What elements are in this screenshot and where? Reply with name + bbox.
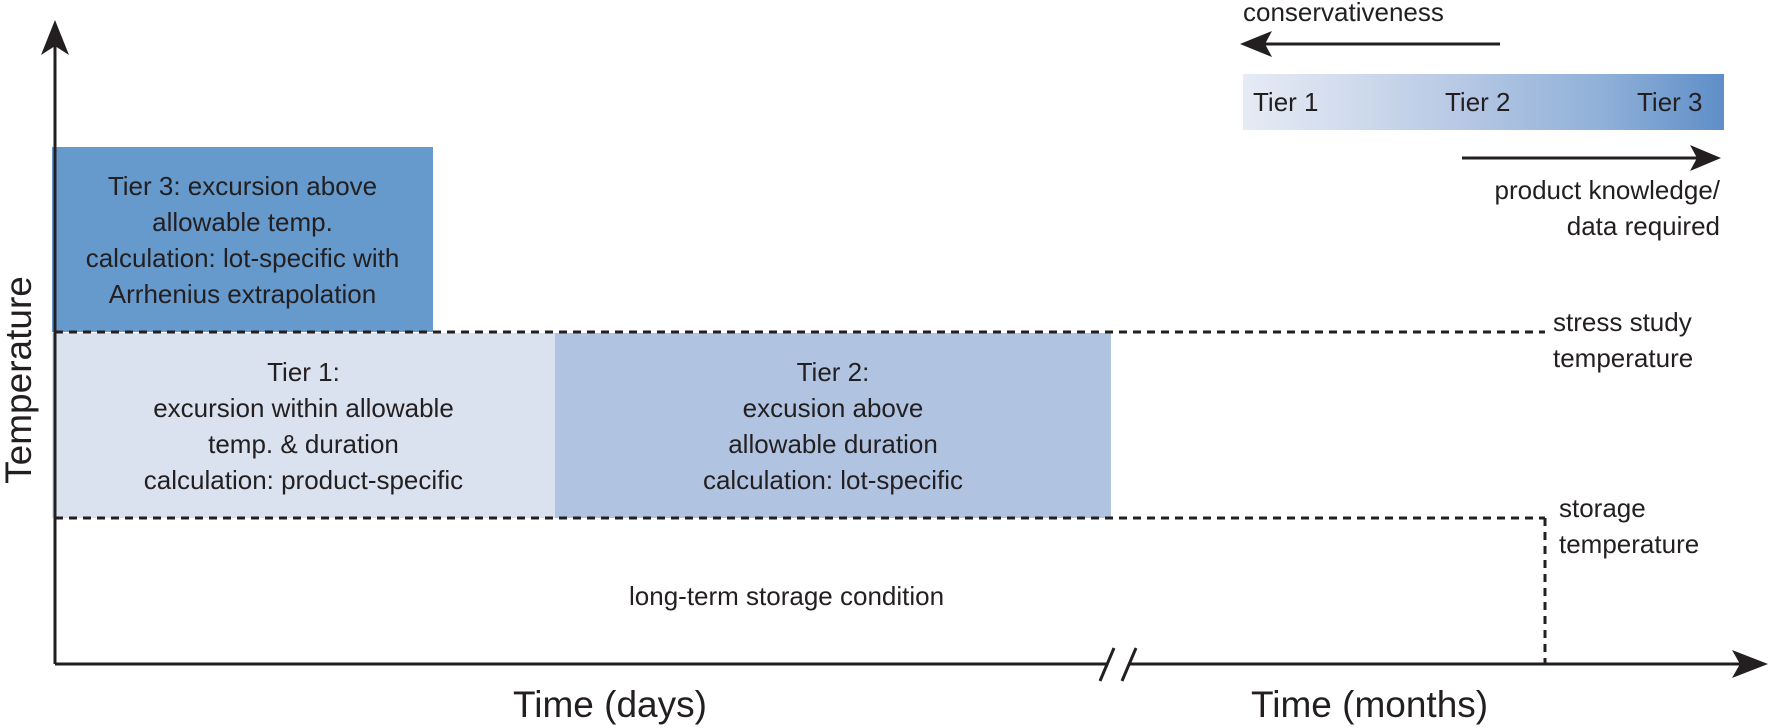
tier3-box: Tier 3: excursion above allowable temp. … [52, 147, 433, 332]
stress-temperature-label-line1: stress study [1553, 307, 1692, 337]
tier-gradient-bar [1243, 74, 1724, 130]
tier1-line-4: calculation: product-specific [143, 464, 464, 495]
tier2-line-1: Tier 2: [796, 356, 870, 387]
long-term-storage-label: long-term storage condition [629, 581, 945, 611]
tier3-line-3: calculation: lot-specific with [85, 242, 400, 273]
conservativeness-label: conservativeness [1243, 0, 1444, 27]
x-axis-arrowhead [1732, 650, 1768, 678]
conservativeness-arrowhead [1240, 31, 1272, 57]
tier1-line-3: temp. & duration [208, 428, 399, 459]
y-axis-title: Temperature [0, 276, 39, 484]
axis-break-mark-1 [1098, 647, 1116, 682]
tier2-box: Tier 2: excusion above allowable duratio… [555, 333, 1111, 518]
knowledge-arrowhead [1690, 145, 1721, 171]
storage-temperature-label-line1: storage [1559, 493, 1646, 523]
knowledge-label-line1: product knowledge/ [1494, 175, 1720, 205]
tier2-line-3: allowable duration [728, 428, 938, 459]
tier2-line-4: calculation: lot-specific [702, 464, 964, 495]
tier-scale-label-1: Tier 1 [1253, 87, 1319, 117]
tier3-line-2: allowable temp. [152, 206, 333, 237]
stress-temperature-label-line2: temperature [1553, 343, 1694, 373]
tier3-line-4: Arrhenius extrapolation [108, 278, 377, 309]
x-axis-title-days: Time (days) [513, 684, 707, 725]
axis-break-mark-2 [1120, 647, 1138, 682]
storage-temperature-label-line2: temperature [1559, 529, 1700, 559]
y-axis-arrowhead [41, 20, 69, 55]
knowledge-label-line2: data required [1566, 211, 1720, 241]
tier2-line-2: excusion above [742, 392, 924, 423]
tier3-line-1: Tier 3: excursion above [107, 170, 378, 201]
tier-scale-label-2: Tier 2 [1445, 87, 1511, 117]
tier-scale-label-3: Tier 3 [1637, 87, 1703, 117]
x-axis-title-months: Time (months) [1251, 684, 1489, 725]
tier1-box: Tier 1: excursion within allowable temp.… [52, 333, 555, 518]
tier1-line-1: Tier 1: [267, 356, 340, 387]
tier1-line-2: excursion within allowable [153, 392, 454, 423]
